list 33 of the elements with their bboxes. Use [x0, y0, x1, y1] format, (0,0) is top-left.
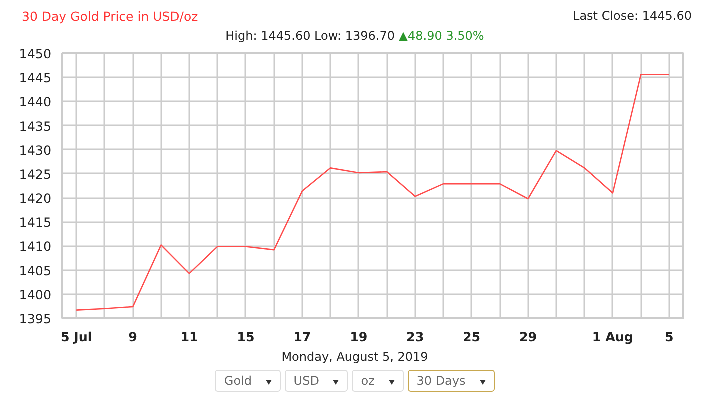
- text: Last Close: 1445.60: [573, 8, 692, 25]
- y-tick-label: 1400: [19, 287, 52, 302]
- y-tick-label: 1420: [19, 191, 52, 206]
- y-tick-label: 1450: [19, 46, 52, 62]
- x-tick-label: 11: [180, 330, 198, 344]
- chart-subtitle: High: 1445.60 Low: 1396.70: [226, 29, 395, 43]
- x-tick-label: 17: [294, 330, 312, 344]
- y-tick-label: 1405: [19, 263, 52, 278]
- y-tick-label: 1395: [19, 312, 52, 326]
- x-tick-label: 9: [128, 330, 138, 344]
- x-tick-label: 5: [664, 330, 674, 344]
- x-tick-label: 1 Aug: [592, 330, 634, 344]
- y-tick-label: 1415: [19, 215, 52, 230]
- text: USD: [284, 370, 348, 392]
- x-tick-label: 23: [406, 330, 424, 344]
- y-tick-label: 1410: [19, 239, 52, 254]
- y-tick-label: 1425: [19, 166, 52, 182]
- y-tick-label: 1435: [19, 118, 52, 134]
- y-tick-label: 1430: [19, 142, 52, 158]
- text: Gold: [215, 370, 281, 392]
- y-tick-label: 1445: [19, 70, 52, 86]
- text: Monday, August 5, 2019: [280, 349, 430, 366]
- y-tick-label: 1440: [19, 94, 52, 110]
- text: ▲48.90 3.50%: [398, 29, 484, 43]
- line-series: [76, 74, 670, 311]
- x-tick-label: 15: [237, 330, 255, 344]
- chart-title: 30 Day Gold Price in USD/oz: [22, 8, 198, 26]
- x-tick-label: 29: [519, 330, 538, 344]
- x-tick-label: 5 Jul: [60, 330, 92, 344]
- text: 30 Days: [408, 370, 495, 392]
- x-tick-label: 25: [462, 330, 481, 344]
- x-tick-label: 19: [350, 330, 368, 344]
- text: oz: [352, 370, 404, 392]
